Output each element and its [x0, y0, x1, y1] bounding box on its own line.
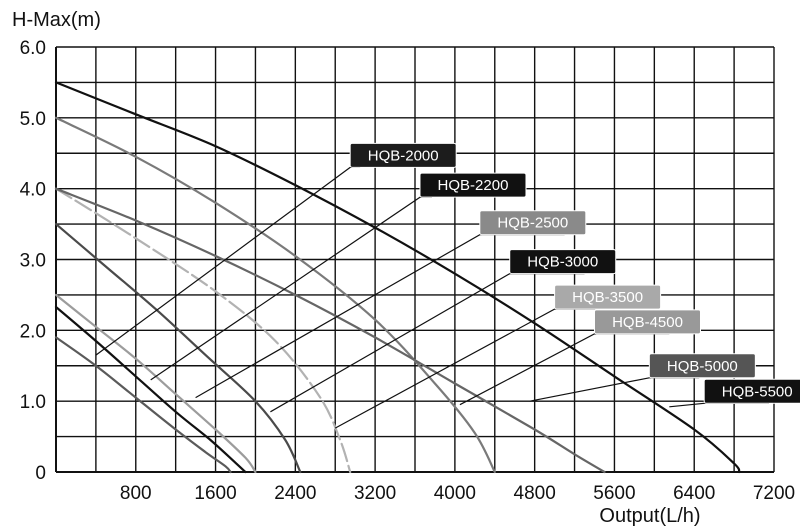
x-tick-label: 1600 [194, 483, 236, 504]
label-text-hqb-5000: HQB-5000 [667, 358, 738, 375]
curve-hqb-2200 [54, 305, 247, 474]
label-box-hqb-2200 [419, 172, 527, 198]
x-tick-label: 3200 [354, 483, 396, 504]
curve-hqb-5500 [54, 81, 741, 474]
y-axis-title: H-Max(m) [12, 9, 101, 31]
x-tick-label: 6400 [673, 483, 715, 504]
label-box-hqb-3000 [509, 249, 617, 275]
y-tick-label: 6.0 [20, 38, 46, 59]
label-text-hqb-5500: HQB-5500 [722, 383, 793, 400]
label-box-hqb-4500 [594, 309, 701, 335]
label-text-hqb-4500: HQB-4500 [612, 314, 683, 331]
label-text-hqb-2000: HQB-2000 [368, 147, 439, 164]
curve-hqb-3500 [54, 187, 352, 474]
label-text-hqb-2200: HQB-2200 [438, 177, 509, 194]
curves [54, 81, 741, 474]
y-tick-label: 4.0 [20, 180, 46, 201]
label-box-hqb-3500 [554, 284, 662, 310]
grid [55, 46, 775, 473]
x-axis-title: Output(L/h) [599, 505, 700, 527]
label-box-hqb-5000 [648, 353, 756, 379]
y-tick-label: 5.0 [20, 109, 46, 130]
curve-hqb-2000 [54, 336, 232, 474]
label-box-hqb-2500 [479, 210, 587, 236]
curve-hqb-3000 [54, 223, 302, 474]
x-tick-label: 5600 [593, 483, 635, 504]
series-labels: HQB-2000 HQB-2200 HQB-2500 HQB-3000 HQB-3500… [349, 142, 800, 404]
leader-lines [95, 166, 769, 429]
label-box-hqb-5500 [703, 378, 800, 404]
y-tick-label: 3.0 [20, 251, 46, 272]
x-tick-label: 2400 [274, 483, 316, 504]
x-tick-label: 7200 [753, 483, 795, 504]
y-tick-label: 1.0 [20, 392, 46, 413]
label-box-hqb-2000 [349, 142, 457, 168]
y-tick-label: 2.0 [20, 321, 46, 342]
curve-hqb-5000 [54, 187, 606, 474]
label-text-hqb-2500: HQB-2500 [497, 215, 568, 232]
curve-hqb-2500 [54, 293, 257, 474]
label-text-hqb-3000: HQB-3000 [527, 254, 598, 271]
leader-hqb-3500 [334, 308, 630, 429]
x-tick-label: 4000 [434, 483, 476, 504]
x-tick-label: 4800 [514, 483, 556, 504]
curve-hqb-4500 [54, 116, 496, 474]
x-tick-labels: 800 1600 2400 3200 4000 4800 5600 6400 7200 [120, 483, 795, 504]
label-text-hqb-3500: HQB-3500 [572, 289, 643, 306]
x-tick-label: 800 [120, 483, 152, 504]
y-tick-labels: 0 1.0 2.0 3.0 4.0 5.0 6.0 [20, 38, 46, 484]
leader-hqb-5500 [669, 402, 769, 408]
y-tick-label: 0 [35, 463, 46, 484]
